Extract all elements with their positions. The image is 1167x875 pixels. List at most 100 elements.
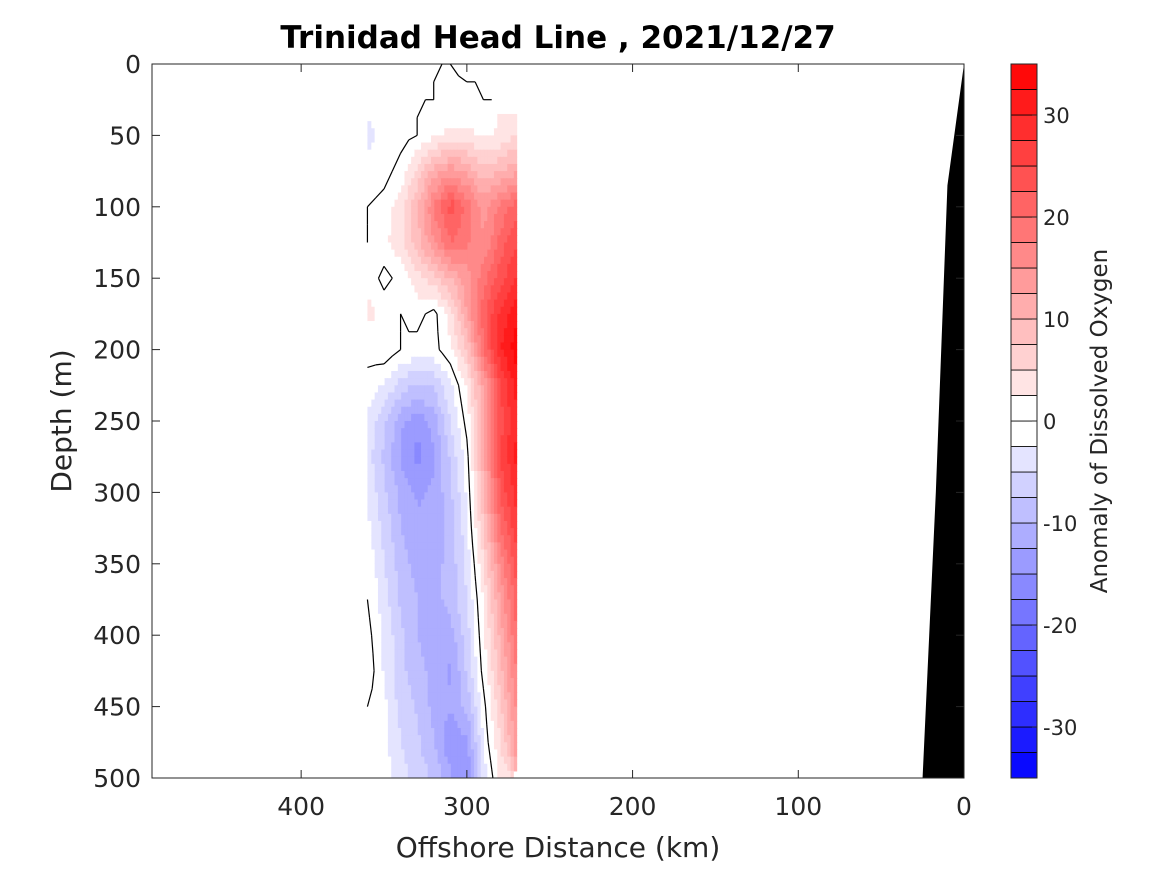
field-cell: [377, 435, 382, 444]
field-cell: [513, 149, 518, 158]
field-cell: [480, 456, 485, 465]
field-cell: [490, 492, 494, 501]
field-cell: [470, 678, 475, 686]
field-cell: [443, 735, 448, 743]
field-cell: [420, 363, 425, 372]
field-cell: [384, 206, 388, 215]
field-cell: [400, 592, 405, 601]
field-cell: [423, 285, 428, 294]
field-cell: [506, 392, 511, 401]
field-cell: [384, 628, 388, 636]
field-cell: [480, 228, 485, 236]
field-cell: [410, 178, 415, 186]
field-cell: [427, 649, 431, 658]
field-cell: [423, 156, 428, 165]
field-cell: [374, 678, 378, 686]
field-cell: [493, 221, 498, 229]
field-cell: [486, 163, 491, 172]
field-cell: [413, 99, 418, 108]
field-cell: [456, 670, 461, 679]
field-cell: [367, 456, 372, 465]
field-cell: [390, 542, 395, 551]
field-cell: [483, 770, 488, 778]
field-cell: [397, 606, 402, 615]
field-cell: [503, 692, 508, 701]
field-cell: [384, 585, 388, 593]
field-cell: [476, 749, 481, 758]
field-cell: [443, 171, 448, 179]
field-cell: [393, 278, 398, 286]
field-cell: [410, 256, 415, 265]
colorbar-level: [1010, 548, 1038, 575]
field-cell: [500, 435, 504, 444]
field-cell: [490, 285, 494, 294]
field-cell: [473, 306, 478, 315]
field-cell: [393, 678, 398, 686]
field-cell: [427, 435, 431, 444]
field-cell: [377, 499, 382, 508]
field-cell: [423, 449, 428, 458]
field-cell: [446, 542, 451, 551]
field-cell: [506, 506, 511, 515]
field-cell: [450, 435, 455, 444]
field-cell: [470, 713, 475, 722]
field-cell: [410, 249, 415, 258]
field-cell: [387, 263, 392, 272]
field-cell: [500, 192, 504, 201]
field-cell: [509, 406, 514, 415]
field-cell: [413, 770, 418, 778]
field-cell: [503, 685, 508, 693]
field-cell: [490, 128, 494, 136]
field-cell: [420, 92, 425, 101]
field-cell: [480, 206, 485, 215]
field-cell: [480, 720, 485, 729]
field-cell: [420, 178, 425, 186]
field-cell: [473, 678, 478, 686]
field-cell: [384, 506, 388, 515]
field-cell: [513, 192, 518, 201]
field-cell: [367, 742, 372, 751]
field-cell: [453, 299, 458, 308]
field-cell: [490, 85, 494, 94]
field-cell: [417, 421, 422, 429]
field-cell: [503, 449, 508, 458]
field-cell: [493, 756, 498, 765]
zero-contour-segment: [486, 724, 489, 743]
field-cell: [430, 656, 435, 665]
field-cell: [400, 478, 405, 486]
field-cell: [513, 399, 518, 408]
field-cell: [486, 656, 491, 665]
field-cell: [506, 556, 511, 565]
field-cell: [384, 378, 388, 386]
field-cell: [397, 99, 402, 108]
field-cell: [420, 449, 425, 458]
field-cell: [440, 499, 445, 508]
field-cell: [390, 149, 395, 158]
field-cell: [397, 128, 402, 136]
field-cell: [450, 656, 455, 665]
zero-contour-segment: [366, 599, 371, 618]
field-cell: [413, 456, 418, 465]
field-cell: [513, 342, 518, 351]
field-cell: [423, 492, 428, 501]
y-tick-label: 100: [93, 193, 141, 222]
field-cell: [377, 99, 382, 108]
field-cell: [380, 620, 385, 629]
field-cell: [390, 299, 395, 308]
field-cell: [397, 599, 402, 608]
field-cell: [513, 442, 518, 451]
field-cell: [417, 599, 422, 608]
field-cell: [466, 570, 471, 579]
field-cell: [509, 363, 514, 372]
field-cell: [476, 306, 481, 315]
field-cell: [493, 578, 498, 586]
field-cell: [397, 770, 402, 778]
field-cell: [470, 585, 475, 593]
field-cell: [463, 513, 468, 522]
field-cell: [370, 321, 375, 329]
field-cell: [460, 628, 465, 636]
field-cell: [384, 78, 388, 87]
field-cell: [490, 385, 494, 394]
field-cell: [486, 342, 491, 351]
field-cell: [463, 406, 468, 415]
